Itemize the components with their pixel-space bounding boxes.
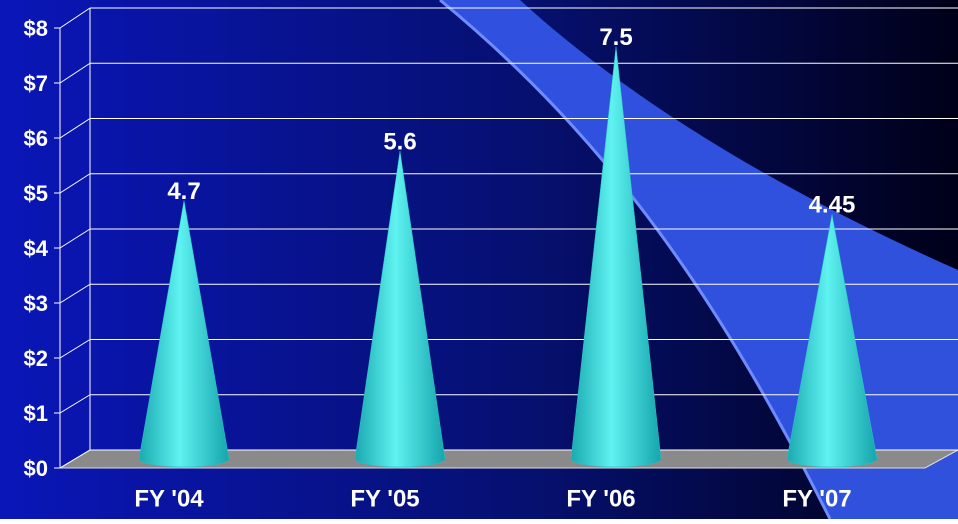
- cone: [786, 214, 878, 468]
- y-tick-label: $4: [24, 236, 49, 261]
- data-label: 5.6: [383, 128, 416, 155]
- x-tick-label: FY '04: [134, 485, 204, 512]
- cone: [570, 46, 662, 468]
- y-tick-label: $1: [24, 401, 48, 426]
- y-tick-label: $8: [24, 16, 48, 41]
- data-label: 4.45: [809, 192, 856, 219]
- plot: $0 $1 $2 $3 $4 $5 $6 $7 $8 FY '04 4.7 FY '05 5.6 FY '…: [24, 7, 958, 512]
- decor-swoosh-edge: [439, 0, 832, 520]
- grid-line-side: [59, 118, 91, 139]
- y-tick-label: $6: [24, 126, 48, 151]
- data-label: 4.7: [167, 178, 200, 205]
- y-tick-label: $7: [24, 71, 48, 96]
- x-tick-label: FY '07: [782, 485, 851, 512]
- cone: [138, 200, 230, 468]
- grid-line-side: [59, 339, 91, 359]
- y-tick-label: $0: [24, 456, 48, 481]
- y-tick-label: $2: [24, 346, 48, 371]
- grid-line-side: [59, 449, 91, 469]
- grid-line-side: [59, 173, 91, 194]
- grid-line-side: [59, 394, 91, 414]
- cone: [354, 150, 446, 468]
- y-tick-label: $5: [24, 181, 48, 206]
- x-tick-label: FY '05: [350, 485, 419, 512]
- grid-line-side: [59, 228, 91, 249]
- x-tick-label: FY '06: [566, 485, 635, 512]
- data-label: 7.5: [599, 24, 632, 51]
- y-tick-label: $3: [24, 291, 48, 316]
- grid-line-side: [59, 283, 91, 304]
- grid-line-side: [59, 62, 91, 84]
- grid-line-side: [59, 7, 91, 29]
